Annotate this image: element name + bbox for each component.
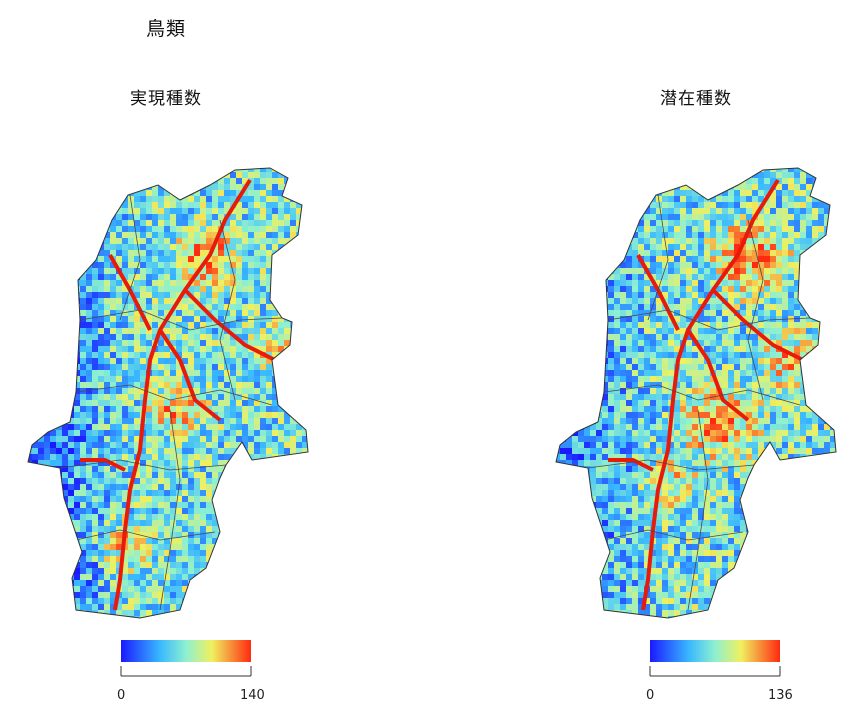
- boundary-line: [59, 459, 227, 471]
- boundary-line: [587, 459, 755, 471]
- boundary-line: [747, 219, 764, 401]
- heatmap-cells: [556, 168, 836, 618]
- panel-title-potential: 潜在種数: [660, 89, 732, 109]
- river-line: [641, 178, 780, 611]
- boundary-line: [603, 529, 744, 541]
- legend-colorbar: [650, 640, 780, 662]
- prefecture-outline: [555, 167, 837, 619]
- boundary-line: [647, 194, 669, 321]
- river-line: [686, 328, 750, 422]
- map-realized-species: [27, 167, 309, 619]
- boundary-line: [75, 529, 216, 541]
- river-line: [158, 328, 222, 422]
- legend-potential-min-label: 0: [646, 688, 655, 703]
- boundary-line: [159, 409, 181, 611]
- river-line: [711, 288, 804, 362]
- map-potential-species: [555, 167, 837, 619]
- river-line: [113, 178, 252, 611]
- river-line: [183, 288, 276, 362]
- page-title: 鳥類: [146, 18, 187, 40]
- legend-realized: [120, 640, 252, 677]
- river-line: [608, 458, 654, 472]
- boundary-line: [687, 409, 709, 611]
- boundary-line: [79, 309, 283, 331]
- legend-colorbar: [121, 640, 251, 662]
- boundary-line: [603, 384, 801, 406]
- boundary-line: [607, 309, 811, 331]
- boundary-line: [219, 219, 236, 401]
- panel-title-realized: 実現種数: [130, 89, 202, 109]
- boundary-line: [75, 384, 273, 406]
- legend-realized-min-label: 0: [117, 688, 126, 703]
- legend-realized-max-label: 140: [240, 688, 265, 703]
- legend-potential: [649, 640, 781, 677]
- river-line: [80, 458, 126, 472]
- boundary-line: [119, 194, 141, 321]
- heatmap-cells: [28, 168, 308, 618]
- legend-potential-max-label: 136: [768, 688, 793, 703]
- prefecture-outline: [27, 167, 309, 619]
